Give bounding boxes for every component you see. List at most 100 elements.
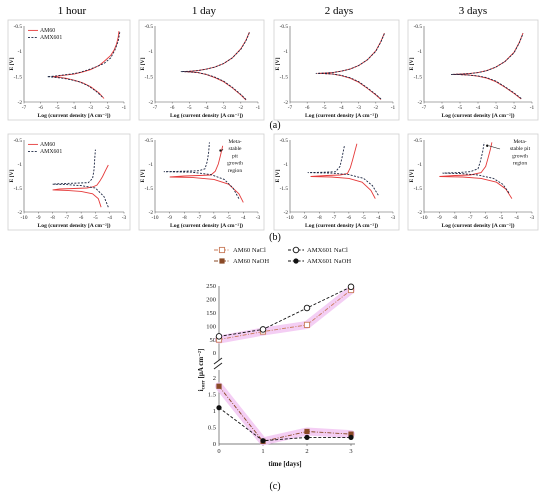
axis-break-mark xyxy=(213,362,223,370)
x-axis-label: Log (current density [A cm⁻²]) xyxy=(442,112,515,119)
data-point xyxy=(304,434,310,440)
data-point xyxy=(292,246,300,254)
series-line-amx601 xyxy=(450,33,524,99)
polarization-panel-b-4: -0.5 -1 -1.5 -2-10 -9 -8 -7 -6 -5 -4 -3 Log (curren… xyxy=(407,133,539,231)
x-axis-label: Log (current density [A cm⁻²]) xyxy=(38,222,111,229)
x-tick-label: -4 xyxy=(339,105,344,111)
series-line-am60 xyxy=(310,143,376,199)
y-axis-label: E [V] xyxy=(9,57,15,70)
y-axis-label: E [V] xyxy=(409,169,415,182)
legend-entry: AM60 NaCl xyxy=(233,247,266,254)
x-tick-label: -8 xyxy=(453,215,458,221)
y-tick-label: -1 xyxy=(418,162,423,168)
y-tick-label: -1.5 xyxy=(14,186,23,192)
legend-entry: AMX601 NaCl xyxy=(307,247,348,254)
y-tick-label: -0.5 xyxy=(14,138,23,144)
x-tick-label: -6 xyxy=(38,105,43,111)
x-tick-label: -5 xyxy=(55,105,60,111)
y-tick-label: -2 xyxy=(284,210,289,216)
x-axis-label: Log (current density [A cm⁻²]) xyxy=(442,222,515,229)
x-tick-label: -10 xyxy=(286,215,293,221)
series-line-am60 xyxy=(52,164,109,208)
data-point xyxy=(219,258,225,264)
y-tick-label: -2 xyxy=(149,210,154,216)
x-tick-label: -5 xyxy=(187,105,192,111)
x-tick-label: -5 xyxy=(499,215,504,221)
y-label-unit: [µA cm⁻²] xyxy=(197,349,205,381)
panel-frame xyxy=(7,19,131,121)
annotation-arrow xyxy=(488,145,501,150)
series-highlight-am60-nacl xyxy=(215,286,355,344)
x-tick-label: -7 xyxy=(22,105,27,111)
x-tick-label: -4 xyxy=(204,105,209,111)
annotation-text: pit xyxy=(232,153,238,159)
y-tick-label: -2 xyxy=(18,100,23,106)
y-label-subscript: corr xyxy=(202,379,207,389)
x-axis-label: Log (current density [A cm⁻²]) xyxy=(38,112,111,119)
x-tick-label: 2 xyxy=(305,448,308,455)
series-line xyxy=(218,407,351,442)
x-tick-label: -2 xyxy=(512,105,517,111)
y-tick-label-lower: 0 xyxy=(213,441,216,448)
x-tick-label: -2 xyxy=(105,105,110,111)
y-tick-label: -2 xyxy=(284,100,289,106)
x-tick-label: -5 xyxy=(93,215,98,221)
column-title-1-hour: 1 hour xyxy=(58,5,87,17)
legend-entry: AMX601 NaOH xyxy=(307,258,351,265)
x-tick-label: -10 xyxy=(20,215,27,221)
y-tick-label-upper: 100 xyxy=(206,323,216,330)
x-tick-label: -4 xyxy=(476,105,481,111)
y-tick-label: -1.5 xyxy=(280,186,289,192)
x-tick-label: -4 xyxy=(241,215,246,221)
y-tick-label: -0.5 xyxy=(280,138,289,144)
annotation-text: Meta- xyxy=(228,139,241,145)
y-tick-label: -0.5 xyxy=(414,24,423,30)
series-line xyxy=(218,286,352,337)
x-tick-label: -4 xyxy=(72,105,77,111)
annotation-text: growth xyxy=(227,161,243,167)
annotation-text: Meta- xyxy=(513,139,526,145)
column-title-3-days: 3 days xyxy=(459,5,487,17)
series-amx601-naoh xyxy=(216,405,354,444)
y-tick-label-upper: 50 xyxy=(210,337,217,344)
legend-entry: AM60 xyxy=(40,142,55,148)
x-tick-label: -10 xyxy=(420,215,427,221)
legend-entry: AMX601 xyxy=(40,149,62,155)
x-tick-label: -5 xyxy=(322,105,327,111)
legend-entry: AM60 NaOH xyxy=(233,258,269,265)
x-tick-label: -8 xyxy=(182,215,187,221)
data-point xyxy=(303,321,311,328)
annotation-text: region xyxy=(513,161,527,167)
x-tick-label: -3 xyxy=(122,215,127,221)
y-tick-label: -1 xyxy=(284,162,289,168)
y-tick-label-lower: 2 xyxy=(213,375,216,382)
axis-break-mark xyxy=(213,357,223,365)
y-tick-label-upper: 150 xyxy=(206,310,216,317)
y-tick-label: -0.5 xyxy=(414,138,423,144)
x-tick-label: -1 xyxy=(122,105,127,111)
series-line xyxy=(218,386,352,442)
y-tick-label: -0.5 xyxy=(145,138,154,144)
series-line-amx601 xyxy=(163,142,240,199)
legend-entry: AMX601 xyxy=(40,35,62,41)
x-tick-label: -3 xyxy=(256,215,261,221)
x-tick-label: -3 xyxy=(356,105,361,111)
panel-frame xyxy=(138,133,265,231)
annotation-text: stable xyxy=(228,146,242,152)
y-tick-label: -0.5 xyxy=(280,24,289,30)
y-tick-label: -1 xyxy=(149,162,154,168)
data-point xyxy=(216,405,222,411)
y-tick-label: -0.5 xyxy=(14,24,23,30)
x-tick-label: -6 xyxy=(212,215,217,221)
x-tick-label: -7 xyxy=(422,105,427,111)
x-tick-label: -5 xyxy=(458,105,463,111)
y-tick-label-upper: 200 xyxy=(206,297,216,304)
y-axis-label: E [V] xyxy=(275,169,281,182)
y-tick-label-upper: 0 xyxy=(213,350,216,357)
x-tick-label: -6 xyxy=(440,105,445,111)
data-point xyxy=(259,326,267,333)
x-tick-label: -9 xyxy=(168,215,173,221)
data-point xyxy=(347,283,355,291)
x-tick-label: -1 xyxy=(530,105,535,111)
